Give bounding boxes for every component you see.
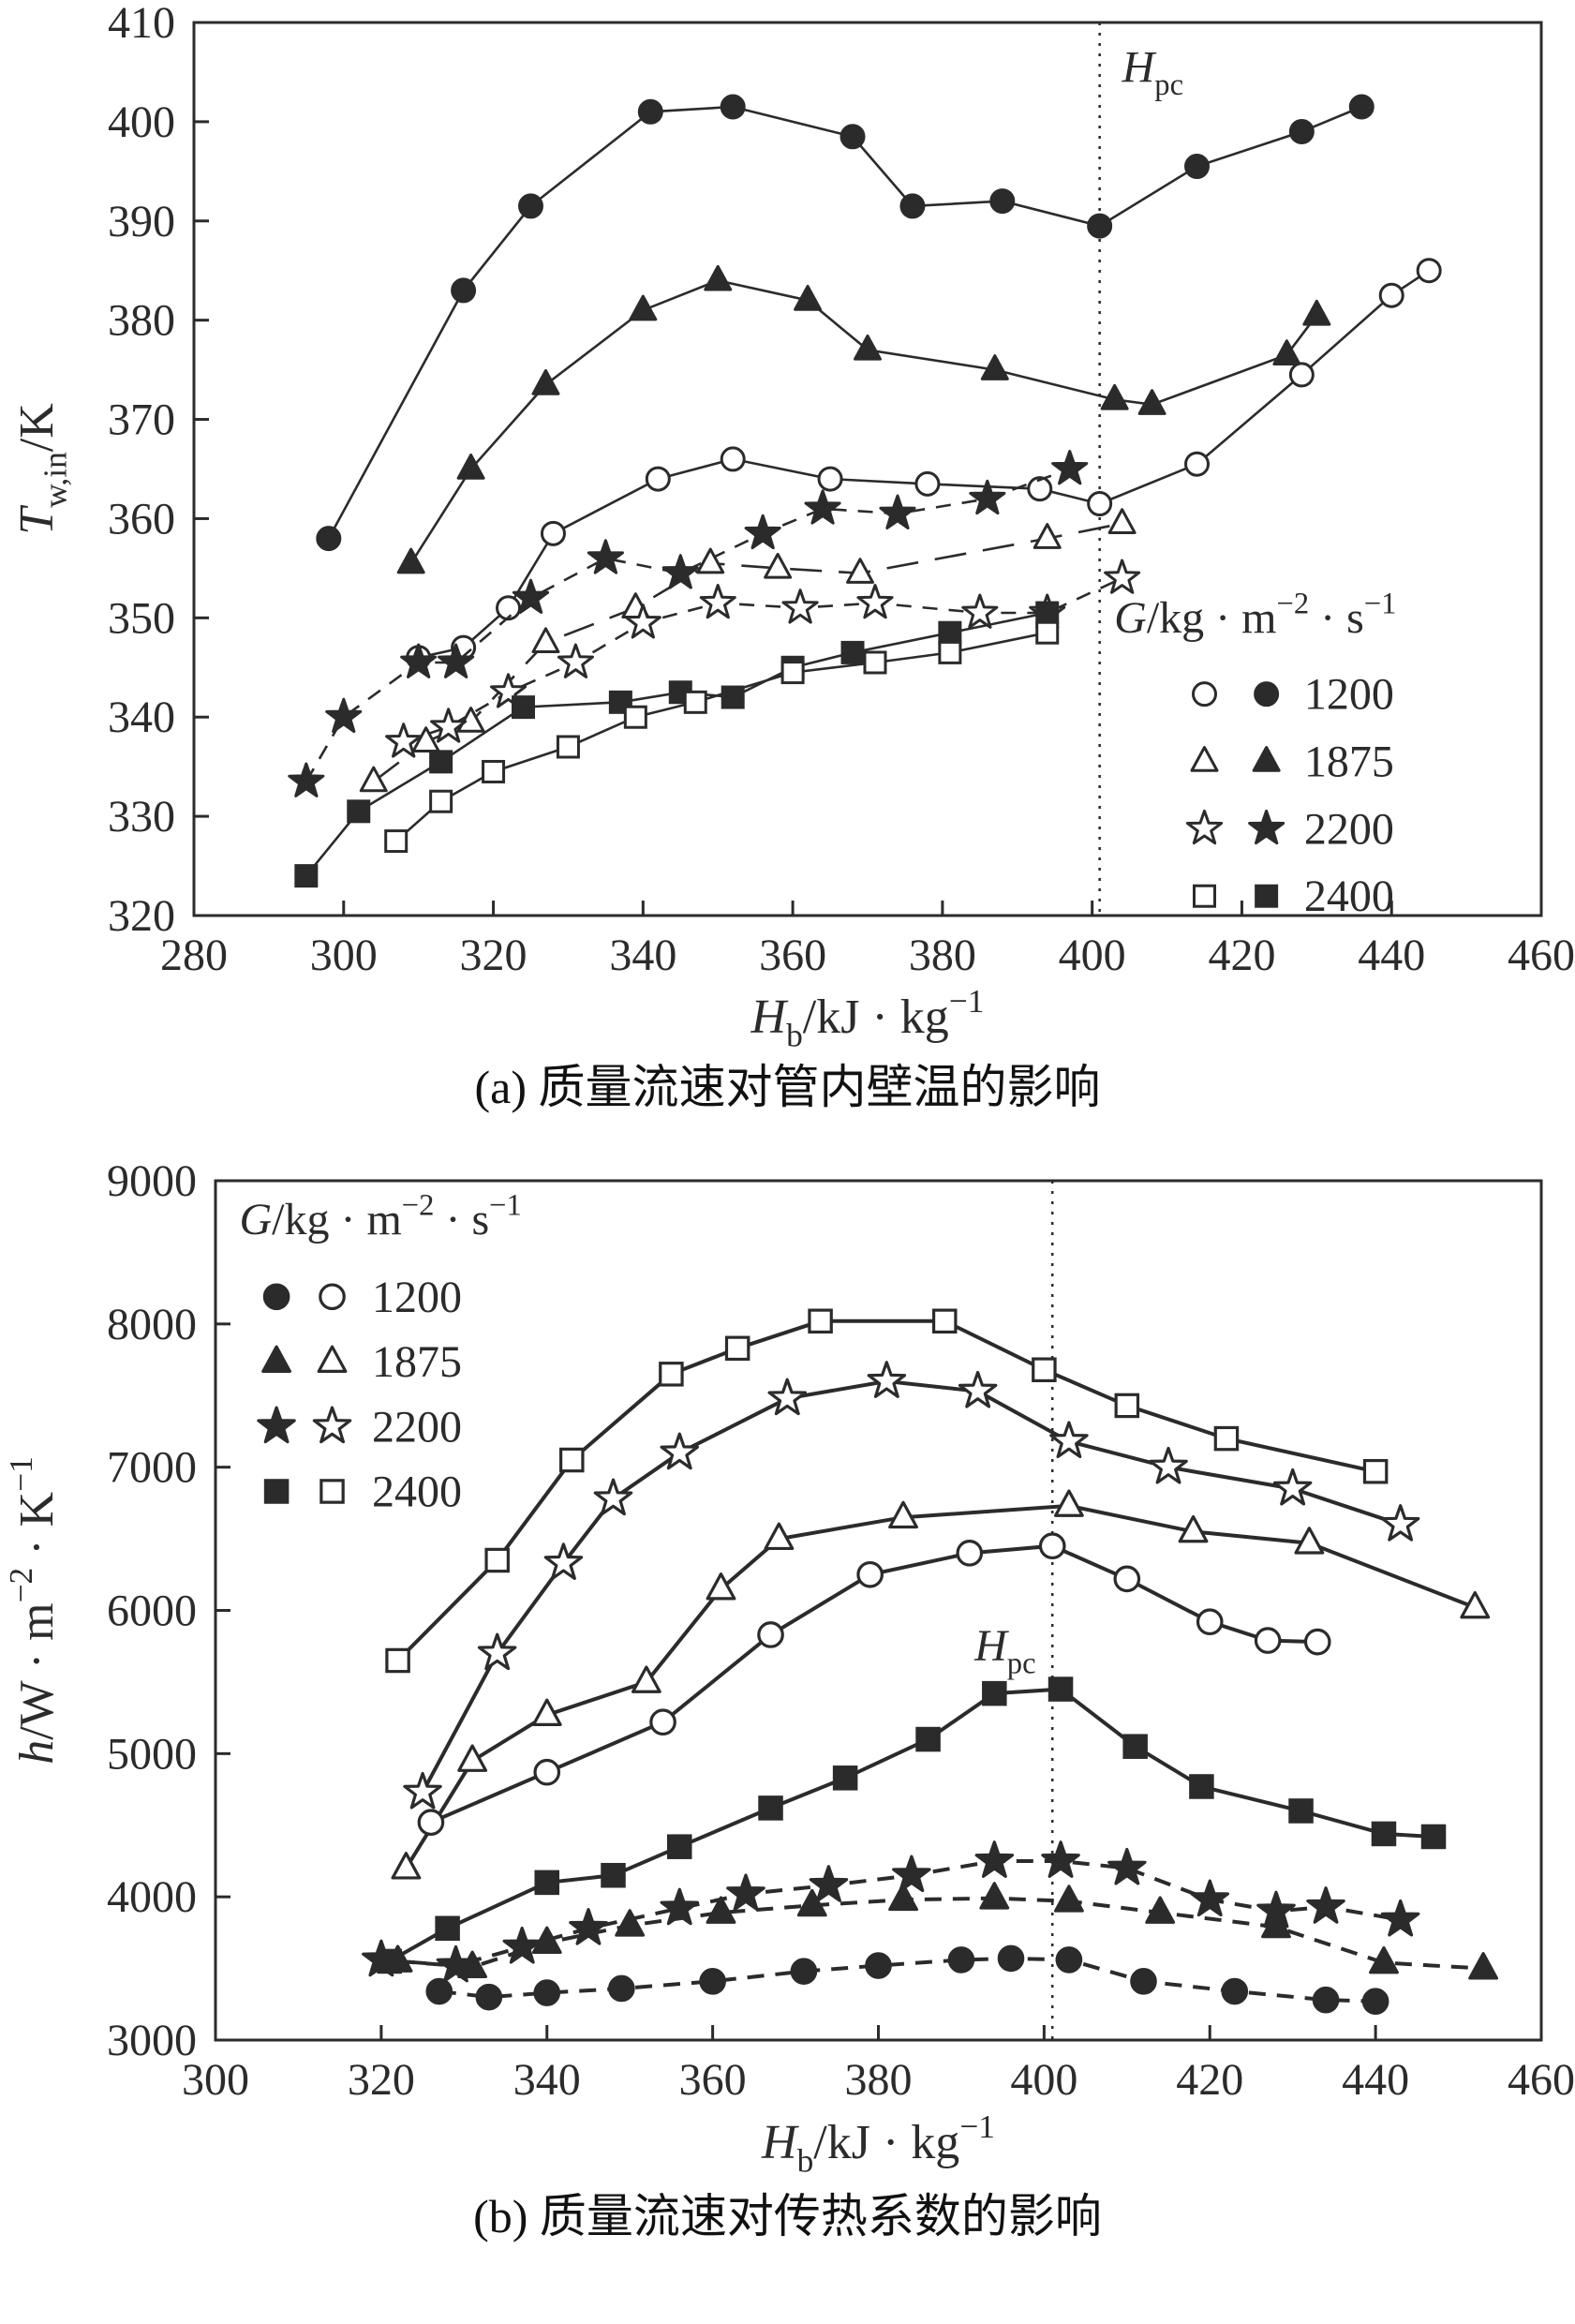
svg-text:380: 380 — [845, 2055, 913, 2105]
svg-text:300: 300 — [182, 2055, 249, 2105]
svg-text:360: 360 — [679, 2055, 747, 2105]
svg-text:2400: 2400 — [1304, 872, 1394, 921]
svg-text:340: 340 — [513, 2055, 581, 2105]
svg-text:h/W · m−2 · K−1: h/W · m−2 · K−1 — [2, 1456, 64, 1765]
svg-text:400: 400 — [1010, 2055, 1077, 2105]
svg-text:410: 410 — [108, 0, 175, 48]
svg-text:1875: 1875 — [1304, 737, 1394, 786]
svg-text:2400: 2400 — [372, 1467, 462, 1516]
svg-text:350: 350 — [108, 593, 175, 643]
svg-text:400: 400 — [108, 97, 175, 146]
svg-text:3000: 3000 — [107, 2016, 197, 2065]
svg-text:380: 380 — [909, 931, 976, 980]
svg-text:2200: 2200 — [372, 1402, 462, 1452]
svg-text:Hpc: Hpc — [973, 1621, 1035, 1680]
svg-text:460: 460 — [1508, 931, 1575, 980]
svg-text:360: 360 — [759, 931, 826, 980]
svg-text:Hb/kJ · kg−1: Hb/kJ · kg−1 — [761, 2108, 995, 2179]
svg-text:400: 400 — [1059, 931, 1126, 980]
svg-text:1875: 1875 — [372, 1337, 462, 1387]
svg-text:1200: 1200 — [1304, 669, 1394, 719]
svg-text:8000: 8000 — [107, 1299, 197, 1348]
svg-text:7000: 7000 — [107, 1442, 197, 1492]
chart-b-canvas: 300 320 340 360 380 400 420 440 460 3000 4000 5000 6… — [2, 1156, 1575, 2180]
svg-text:330: 330 — [108, 792, 175, 842]
panel-a: 280 300 320 340 360 380 400 420 440 460 320 330 340 3… — [0, 0, 1575, 1116]
svg-text:G/kg · m−2 · s−1: G/kg · m−2 · s−1 — [1114, 588, 1396, 643]
svg-text:320: 320 — [460, 931, 527, 980]
svg-text:6000: 6000 — [107, 1586, 197, 1635]
svg-text:320: 320 — [348, 2055, 415, 2105]
svg-text:300: 300 — [310, 931, 378, 980]
svg-text:G/kg · m−2 · s−1: G/kg · m−2 · s−1 — [239, 1189, 521, 1244]
svg-text:280: 280 — [160, 931, 228, 980]
svg-text:420: 420 — [1208, 931, 1275, 980]
svg-text:9000: 9000 — [107, 1156, 197, 1206]
svg-text:370: 370 — [108, 395, 175, 444]
svg-text:5000: 5000 — [107, 1729, 197, 1779]
figure: 280 300 320 340 360 380 400 420 440 460 320 330 340 3… — [0, 0, 1575, 2245]
svg-text:4000: 4000 — [107, 1872, 197, 1922]
svg-text:Tw,in/K: Tw,in/K — [10, 403, 74, 535]
chart-a-canvas: 280 300 320 340 360 380 400 420 440 460 320 330 340 3… — [10, 0, 1575, 1054]
chart-a-caption: (a) 质量流速对管内壁温的影响 — [474, 1061, 1101, 1113]
svg-text:340: 340 — [108, 693, 175, 742]
svg-text:Hpc: Hpc — [1122, 43, 1183, 102]
svg-text:2200: 2200 — [1304, 804, 1394, 854]
svg-text:380: 380 — [108, 295, 175, 345]
svg-text:320: 320 — [108, 891, 175, 941]
svg-text:Hb/kJ · kg−1: Hb/kJ · kg−1 — [750, 982, 985, 1051]
svg-text:360: 360 — [108, 494, 175, 544]
chart-b-caption: (b) 质量流速对传热系数的影响 — [473, 2190, 1102, 2242]
svg-text:1200: 1200 — [372, 1272, 462, 1321]
svg-text:440: 440 — [1342, 2055, 1409, 2105]
svg-text:420: 420 — [1176, 2055, 1243, 2105]
svg-text:340: 340 — [609, 931, 676, 980]
svg-text:460: 460 — [1508, 2055, 1575, 2105]
svg-text:440: 440 — [1358, 931, 1425, 980]
panel-b: 300 320 340 360 380 400 420 440 460 3000 4000 5000 6… — [0, 1139, 1575, 2245]
svg-text:390: 390 — [108, 196, 175, 246]
